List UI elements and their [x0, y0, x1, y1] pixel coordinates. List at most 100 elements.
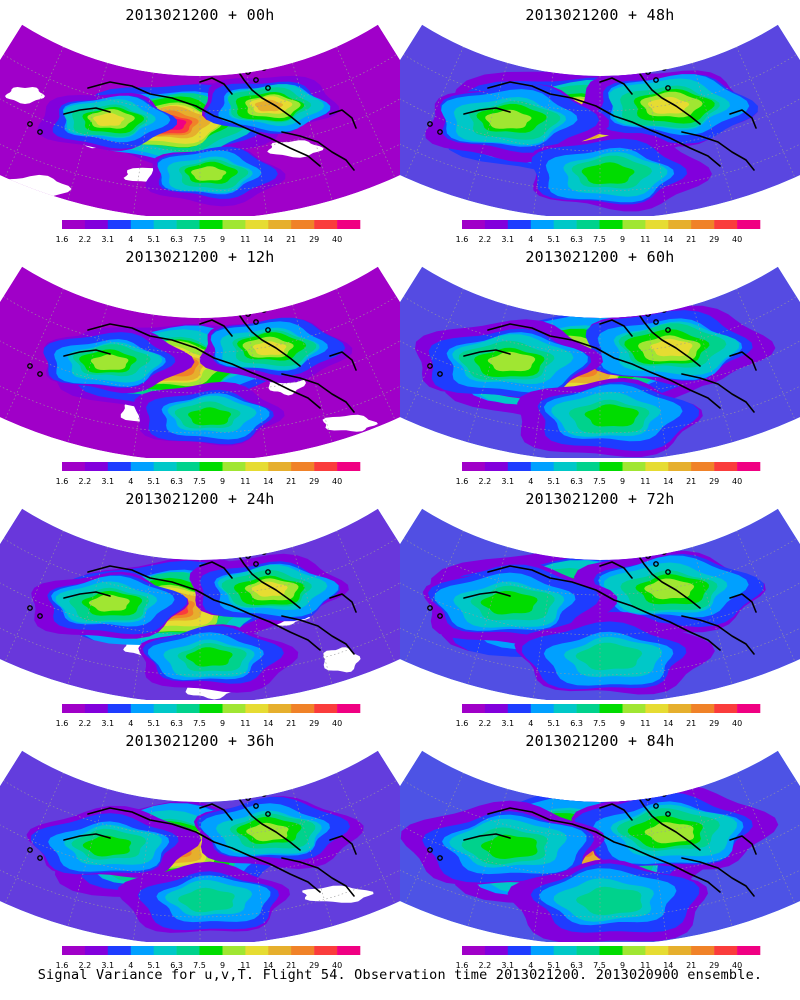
colorbar-swatch-teal: [176, 946, 200, 955]
colorbar-tick-label: 1.6: [56, 961, 69, 970]
colorbar-tick-label: 29: [709, 961, 719, 970]
colorbar-tick-label: 3.1: [501, 477, 514, 486]
map-panel: 2013021200 + 36h 1.6 2.2 3.1 4 5.1 6.3 7.5 9 11 14…: [0, 726, 400, 970]
variance-contour: [88, 594, 130, 612]
colorbar-tick-label: 6.3: [570, 961, 583, 970]
colorbar-tick-label: 1.6: [456, 961, 469, 970]
colorbar: 1.6 2.2 3.1 4 5.1 6.3 7.5 9 11 14 21 29 40: [56, 946, 361, 970]
colorbar-tick-label: 3.1: [101, 477, 114, 486]
colorbar-swatch-violet: [84, 220, 109, 229]
colorbar-swatch-red: [314, 946, 338, 955]
colorbar-legend: 1.6 2.2 3.1 4 5.1 6.3 7.5 9 11 14 21 29 40: [56, 704, 361, 728]
variance-map: [400, 266, 800, 458]
colorbar-tick-label: 7.5: [593, 477, 606, 486]
colorbar-swatch-gold: [268, 946, 292, 955]
colorbar-tick-label: 3.1: [501, 719, 514, 728]
colorbar: 1.6 2.2 3.1 4 5.1 6.3 7.5 9 11 14 21 29 40: [456, 946, 761, 970]
variance-contour: [648, 96, 690, 114]
colorbar-tick-label: 14: [663, 961, 673, 970]
colorbar-tick-label: 3.1: [101, 235, 114, 244]
colorbar-tick-label: 6.3: [570, 477, 583, 486]
colorbar-swatch-orange: [291, 946, 315, 955]
colorbar-tick-label: 5.1: [547, 477, 560, 486]
colorbar-tick-label: 21: [686, 961, 696, 970]
colorbar-swatch-purple: [462, 946, 486, 955]
colorbar-swatch-cyan: [553, 462, 577, 471]
map-panel: 2013021200 + 24h 1.6 2.2 3.1 4 5.1 6.3 7.5 9 11 14…: [0, 484, 400, 728]
colorbar-swatch-green: [199, 462, 223, 471]
colorbar-swatch-red: [314, 462, 338, 471]
colorbar-swatch-orange: [291, 704, 315, 713]
variance-map: [0, 266, 400, 458]
variance-contour: [82, 835, 132, 857]
colorbar-tick-label: 29: [309, 477, 319, 486]
panel-title: 2013021200 + 60h: [525, 248, 675, 266]
colorbar-swatch-magenta: [337, 704, 361, 713]
colorbar-tick-label: 29: [309, 961, 319, 970]
variance-contour: [185, 647, 233, 667]
colorbar-swatch-yellow-green: [222, 704, 246, 713]
colorbar-tick-label: 5.1: [147, 961, 160, 970]
variance-contour: [90, 354, 129, 370]
colorbar-tick-label: 14: [663, 235, 673, 244]
colorbar-tick-label: 5.1: [547, 235, 560, 244]
colorbar-swatch-teal: [576, 704, 600, 713]
colorbar-tick-label: 1.6: [456, 477, 469, 486]
colorbar-swatch-red: [714, 462, 738, 471]
colorbar-tick-label: 4: [528, 961, 533, 970]
colorbar-swatch-gold: [668, 946, 692, 955]
variance-map: [400, 508, 800, 700]
colorbar-swatch-cyan: [153, 946, 177, 955]
colorbar: 1.6 2.2 3.1 4 5.1 6.3 7.5 9 11 14 21 29 40: [456, 220, 761, 244]
colorbar-swatch-cyan: [153, 462, 177, 471]
colorbar-tick-label: 14: [263, 961, 273, 970]
colorbar-swatch-orange: [691, 220, 715, 229]
colorbar-swatch-magenta: [737, 220, 761, 229]
colorbar-swatch-yellow: [245, 946, 269, 955]
map-panel: 2013021200 + 00h 1.6 2.2 3.1 4 5.1 6.3 7.5 9 11 14…: [0, 0, 400, 244]
colorbar-tick-label: 5.1: [547, 961, 560, 970]
colorbar-tick-label: 21: [686, 235, 696, 244]
colorbar-tick-label: 40: [332, 477, 342, 486]
colorbar-swatch-green: [599, 704, 623, 713]
colorbar-swatch-yellow-green: [222, 946, 246, 955]
colorbar-swatch-cyan: [553, 704, 577, 713]
colorbar-swatch-blue: [107, 946, 131, 955]
colorbar-tick-label: 9: [220, 961, 225, 970]
colorbar-swatch-orange: [291, 220, 315, 229]
variance-contour: [487, 351, 536, 372]
coastline: [427, 545, 757, 655]
colorbar-swatch-red: [714, 946, 738, 955]
colorbar-swatch-gold: [268, 220, 292, 229]
graticule: [0, 288, 400, 458]
colorbar-swatch-purple: [62, 704, 86, 713]
colorbar-legend: 1.6 2.2 3.1 4 5.1 6.3 7.5 9 11 14 21 29 40: [56, 220, 361, 244]
colorbar-tick-label: 2.2: [479, 235, 492, 244]
variance-contour: [93, 113, 125, 126]
colorbar-tick-label: 4: [528, 477, 533, 486]
colorbar-tick-label: 40: [332, 235, 342, 244]
colorbar-swatch-magenta: [737, 704, 761, 713]
colorbar-swatch-green: [199, 704, 223, 713]
panel-title: 2013021200 + 72h: [525, 490, 675, 508]
colorbar-tick-label: 21: [286, 719, 296, 728]
colorbar-tick-label: 1.6: [456, 719, 469, 728]
variance-contour: [575, 642, 643, 671]
colorbar-tick-label: 1.6: [56, 235, 69, 244]
colorbar-swatch-gold: [668, 220, 692, 229]
colorbar-tick-label: 9: [620, 235, 625, 244]
colorbar-swatch-teal: [176, 220, 200, 229]
colorbar-swatch-sky-blue: [530, 946, 554, 955]
colorbar-tick-label: 11: [640, 961, 650, 970]
panel-title: 2013021200 + 12h: [125, 248, 275, 266]
colorbar-tick-label: 6.3: [170, 477, 183, 486]
colorbar-tick-label: 21: [286, 961, 296, 970]
graticule: [0, 46, 400, 216]
colorbar-tick-label: 5.1: [547, 719, 560, 728]
colorbar-tick-label: 5.1: [147, 235, 160, 244]
colorbar: 1.6 2.2 3.1 4 5.1 6.3 7.5 9 11 14 21 29 40: [456, 462, 761, 486]
colorbar-swatch-blue: [507, 946, 531, 955]
colorbar-swatch-sky-blue: [130, 462, 154, 471]
colorbar-tick-label: 11: [240, 477, 250, 486]
